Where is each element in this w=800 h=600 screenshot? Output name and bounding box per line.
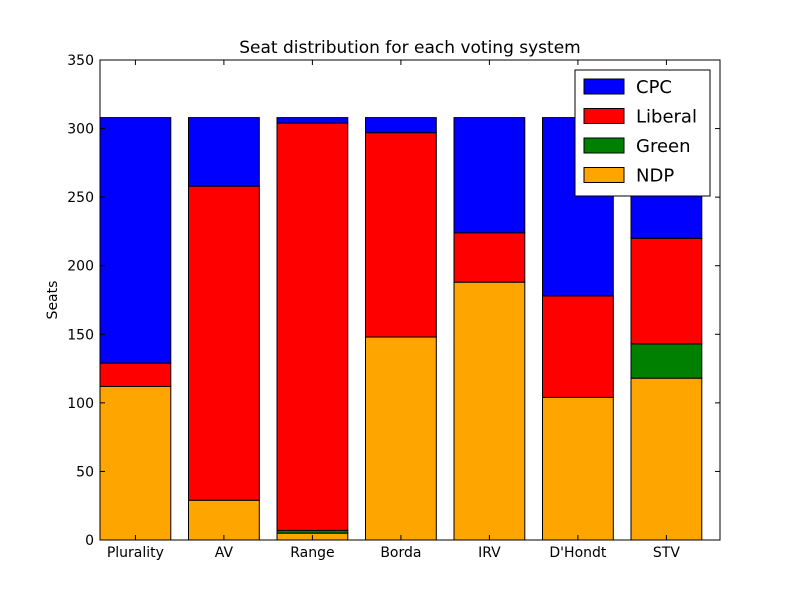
plot-frame xyxy=(99,59,721,541)
bar-av-cpc xyxy=(188,117,260,187)
bar-borda-ndp xyxy=(365,336,437,541)
bar-d-hondt-liberal xyxy=(542,295,614,398)
legend-swatch-ndp xyxy=(583,167,625,183)
bars-layer xyxy=(99,117,703,541)
legend-label-ndp: NDP xyxy=(636,166,674,187)
x-tick-label-d-hondt: D'Hondt xyxy=(549,545,606,561)
y-tick-label-200: 200 xyxy=(67,259,94,275)
y-tick-label-250: 250 xyxy=(67,190,94,206)
bar-av-ndp xyxy=(188,499,260,541)
bar-stv-liberal xyxy=(630,237,703,345)
bar-borda-liberal xyxy=(365,132,437,338)
bar-range-liberal xyxy=(276,122,349,531)
y-tick-label-50: 50 xyxy=(76,464,94,480)
bar-borda-cpc xyxy=(365,117,437,134)
y-axis: 0 50 100 150 200 250 300 350 xyxy=(67,53,720,549)
legend-label-cpc: CPC xyxy=(636,77,672,98)
bar-irv-liberal xyxy=(453,232,526,283)
y-tick-label-350: 350 xyxy=(67,53,94,69)
legend-label-green: Green xyxy=(636,136,691,157)
legend-swatch-cpc xyxy=(583,78,625,95)
bar-range-cpc xyxy=(276,117,349,124)
legend: CPC Liberal Green NDP xyxy=(574,69,711,197)
legend-swatch-green xyxy=(583,137,625,154)
bar-irv-cpc xyxy=(453,117,526,234)
bar-stv-green xyxy=(630,343,703,379)
y-axis-label: Seats xyxy=(45,281,61,320)
x-tick-label-range: Range xyxy=(290,545,334,561)
legend-swatch-liberal xyxy=(583,108,625,124)
y-tick-label-0: 0 xyxy=(85,533,94,549)
x-tick-label-av: AV xyxy=(215,545,234,561)
x-tick-label-borda: Borda xyxy=(380,545,421,561)
x-tick-label-stv: STV xyxy=(653,545,680,561)
legend-label-liberal: Liberal xyxy=(636,107,697,128)
bar-plurality-liberal xyxy=(99,362,172,387)
y-tick-label-150: 150 xyxy=(67,327,94,343)
x-tick-label-plurality: Plurality xyxy=(107,545,164,561)
bar-plurality-ndp xyxy=(99,385,172,541)
bar-d-hondt-ndp xyxy=(542,396,614,541)
bar-plurality-cpc xyxy=(99,117,172,364)
bar-irv-ndp xyxy=(453,281,526,541)
bar-stv-ndp xyxy=(630,377,703,541)
chart-title: Seat distribution for each voting system xyxy=(239,38,580,58)
y-tick-label-300: 300 xyxy=(67,122,94,138)
bar-av-liberal xyxy=(188,185,260,501)
x-axis: Plurality AV Range Borda IRV D'Hondt STV xyxy=(107,60,680,561)
x-tick-label-irv: IRV xyxy=(478,545,501,561)
y-tick-label-100: 100 xyxy=(67,396,94,412)
